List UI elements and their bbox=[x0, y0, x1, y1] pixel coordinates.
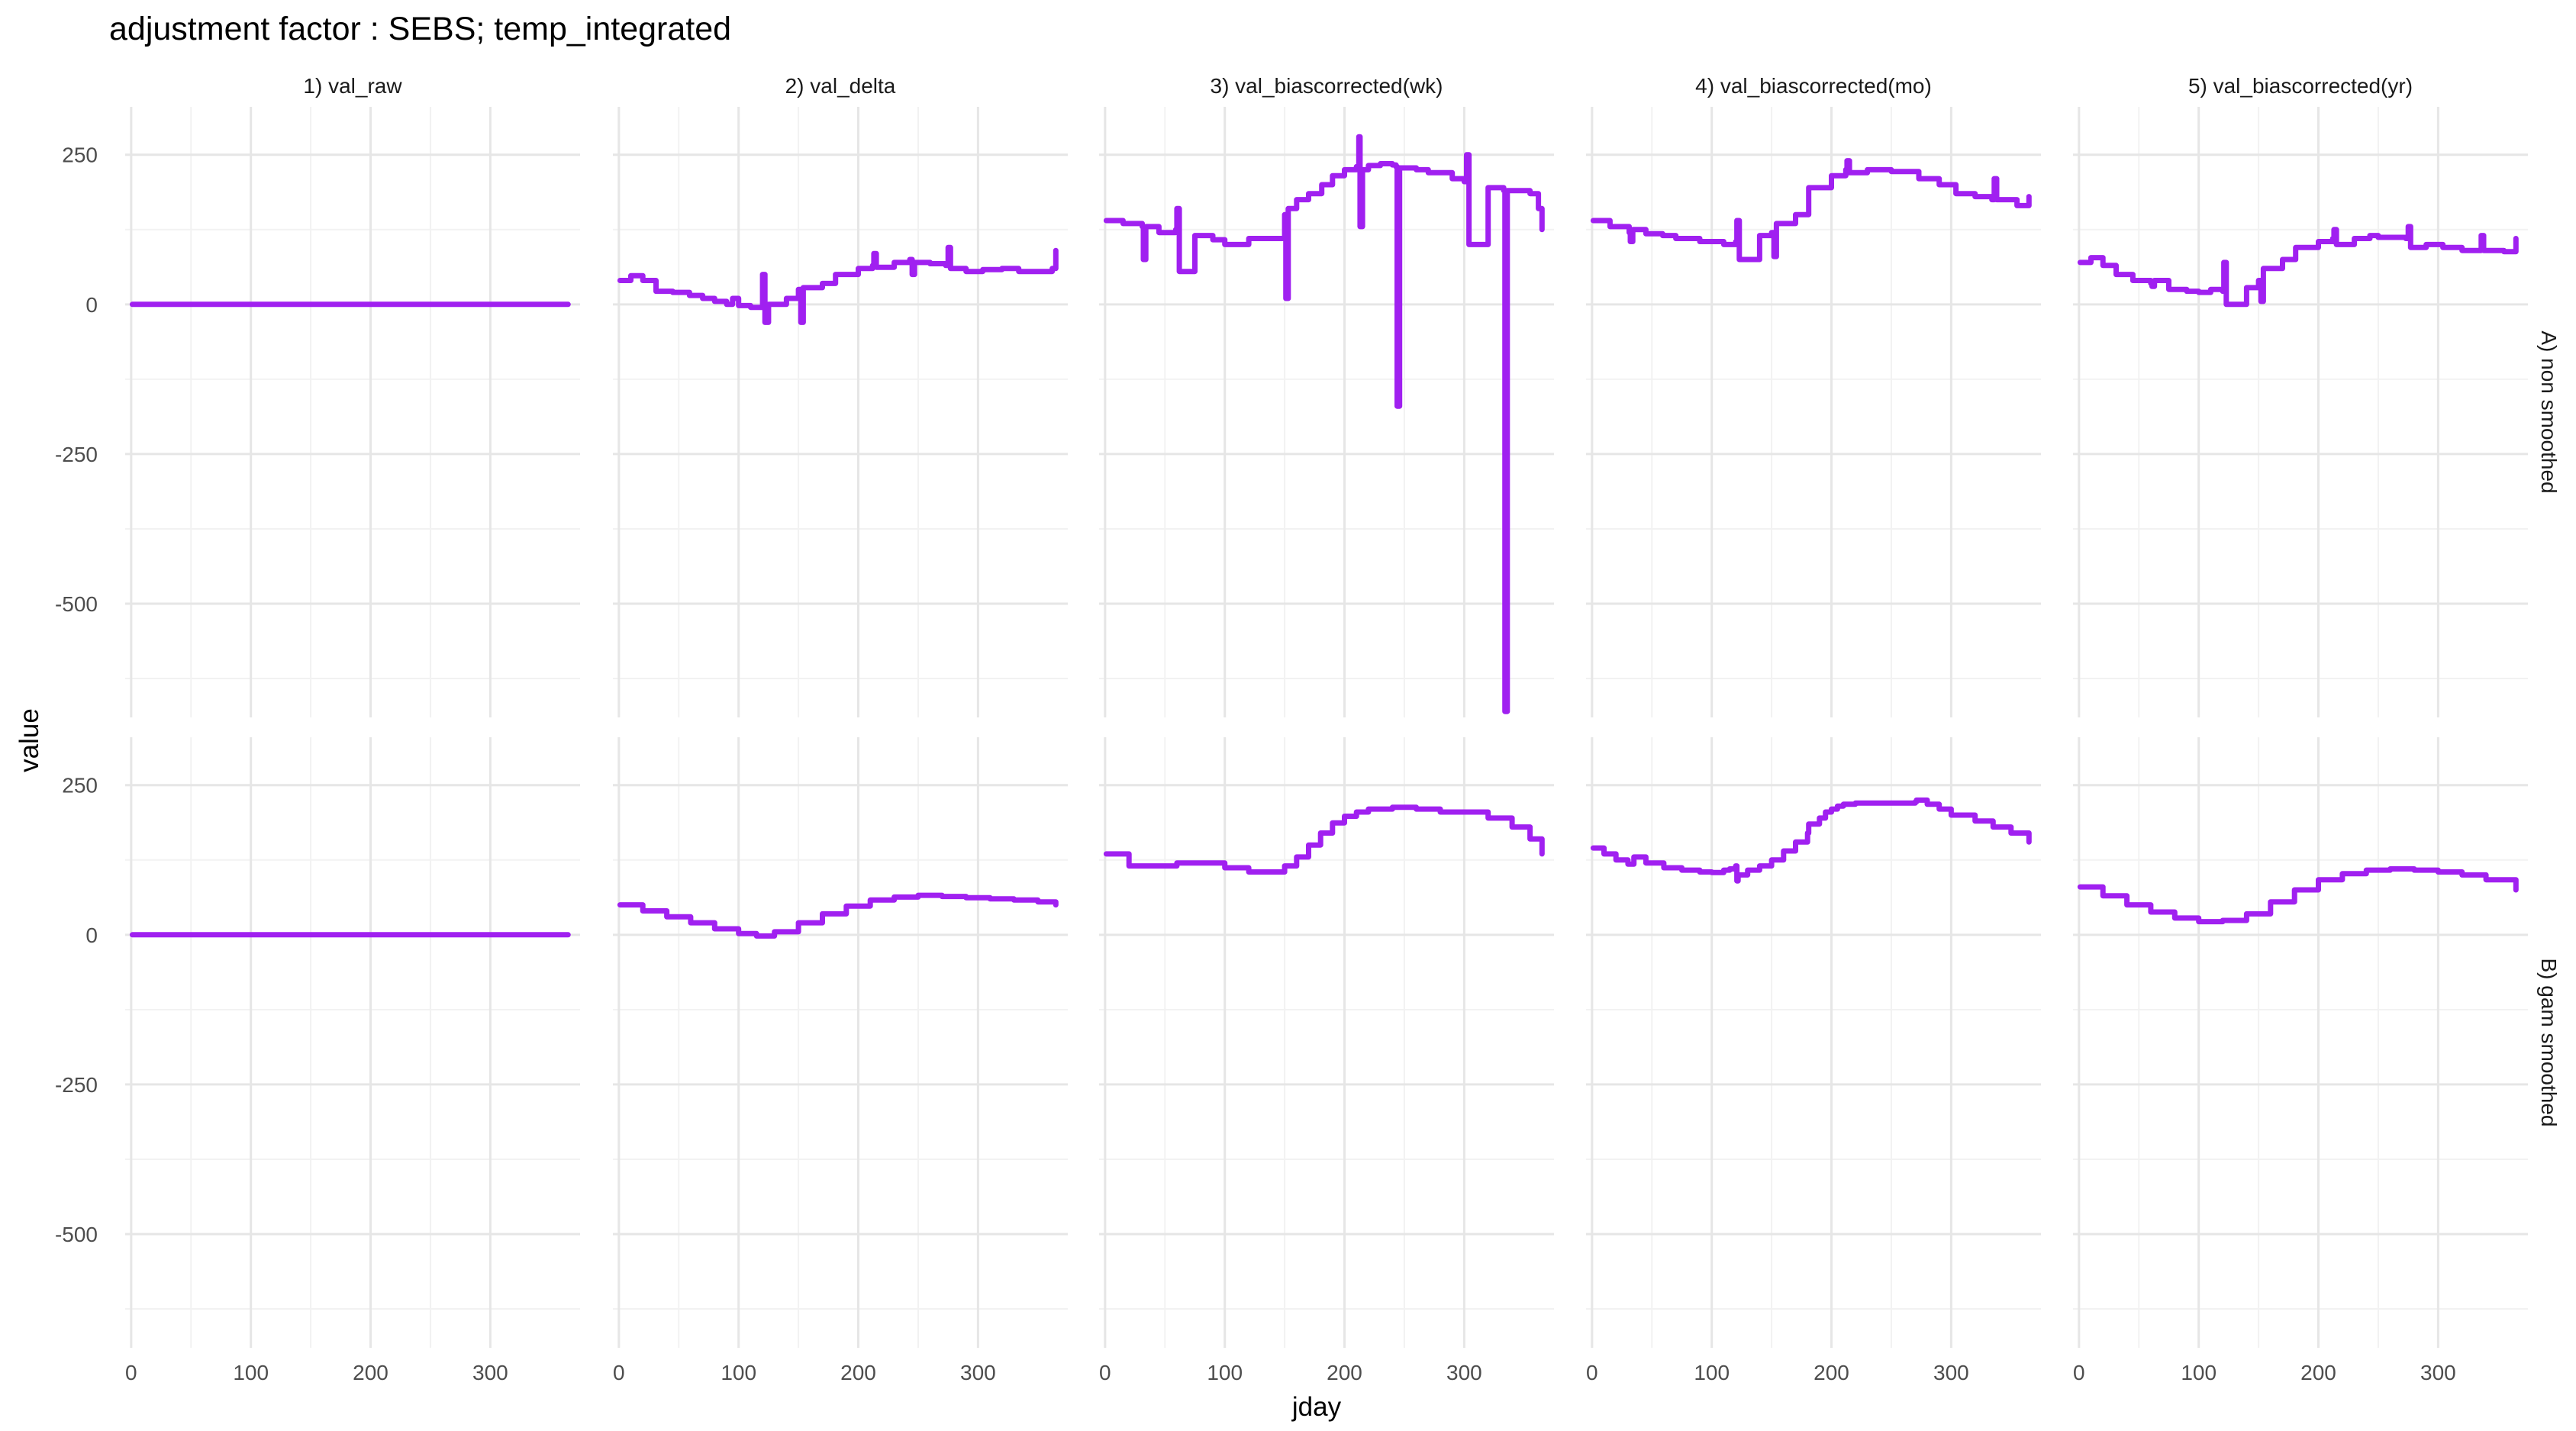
series-line bbox=[2077, 866, 2519, 925]
facet-panel-r2-c4 bbox=[1586, 737, 2041, 1348]
facet-panel-r2-c2 bbox=[613, 737, 1068, 1348]
x-tick-label: 0 bbox=[125, 1361, 137, 1384]
series-line bbox=[1590, 158, 2032, 263]
facet-row-label: B) gam smoothed bbox=[2537, 959, 2561, 1127]
x-tick-label: 0 bbox=[2073, 1361, 2085, 1384]
facet-panel-r1-c1 bbox=[125, 107, 580, 717]
series-line bbox=[2077, 224, 2519, 308]
x-tick-label: 200 bbox=[840, 1361, 876, 1384]
x-tick-label: 300 bbox=[960, 1361, 996, 1384]
facet-column-label: 2) val_delta bbox=[785, 74, 896, 98]
y-tick-label: 0 bbox=[85, 923, 98, 947]
x-tick-label: 100 bbox=[1694, 1361, 1730, 1384]
facet-column-label: 5) val_biascorrected(yr) bbox=[2188, 74, 2413, 98]
x-tick-label: 300 bbox=[472, 1361, 508, 1384]
facet-column-label: 3) val_biascorrected(wk) bbox=[1211, 74, 1443, 98]
facet-row-label: A) non smoothed bbox=[2537, 330, 2561, 493]
x-tick-label: 200 bbox=[1814, 1361, 1849, 1384]
facet-panel-r1-c4 bbox=[1586, 107, 2041, 717]
x-tick-label: 200 bbox=[1327, 1361, 1362, 1384]
facet-panel-r1-c5 bbox=[2073, 107, 2528, 717]
x-tick-label: 100 bbox=[1207, 1361, 1243, 1384]
x-tick-label: 300 bbox=[2420, 1361, 2456, 1384]
facet-column-label: 4) val_biascorrected(mo) bbox=[1695, 74, 1932, 98]
x-tick-label: 0 bbox=[1099, 1361, 1111, 1384]
facet-panel-r2-c3 bbox=[1099, 737, 1554, 1348]
facet-panel-r2-c1 bbox=[125, 737, 580, 1348]
facet-panel-r2-c5 bbox=[2073, 737, 2528, 1348]
series-line bbox=[617, 892, 1059, 939]
series-line bbox=[617, 244, 1059, 325]
x-tick-label: 100 bbox=[233, 1361, 269, 1384]
x-tick-label: 300 bbox=[1446, 1361, 1482, 1384]
x-tick-label: 100 bbox=[2181, 1361, 2217, 1384]
x-tick-label: 300 bbox=[1933, 1361, 1969, 1384]
series-line bbox=[1103, 804, 1545, 875]
facet-panel-r1-c3 bbox=[1099, 107, 1554, 717]
series-line bbox=[1590, 797, 2032, 884]
y-tick-label: 250 bbox=[62, 143, 98, 167]
facet-panel-r1-c2 bbox=[613, 107, 1068, 717]
x-tick-label: 200 bbox=[2300, 1361, 2336, 1384]
chart-title: adjustment factor : SEBS; temp_integrate… bbox=[109, 11, 731, 47]
x-tick-label: 100 bbox=[721, 1361, 756, 1384]
x-tick-label: 0 bbox=[1586, 1361, 1598, 1384]
series-line bbox=[1103, 134, 1545, 714]
y-tick-label: 0 bbox=[85, 293, 98, 317]
y-tick-label: -250 bbox=[55, 1073, 98, 1097]
y-tick-label: -500 bbox=[55, 1223, 98, 1246]
y-axis-label: value bbox=[15, 708, 44, 772]
x-tick-label: 0 bbox=[613, 1361, 625, 1384]
facet-panels: 1) val_raw 2) val_delta 3) val_biascorrect… bbox=[55, 74, 2561, 1384]
x-tick-label: 200 bbox=[353, 1361, 388, 1384]
facet-column-label: 1) val_raw bbox=[303, 74, 402, 98]
x-axis-label: jday bbox=[1291, 1392, 1342, 1422]
y-tick-label: -250 bbox=[55, 443, 98, 466]
y-tick-label: 250 bbox=[62, 774, 98, 798]
y-tick-label: -500 bbox=[55, 592, 98, 616]
